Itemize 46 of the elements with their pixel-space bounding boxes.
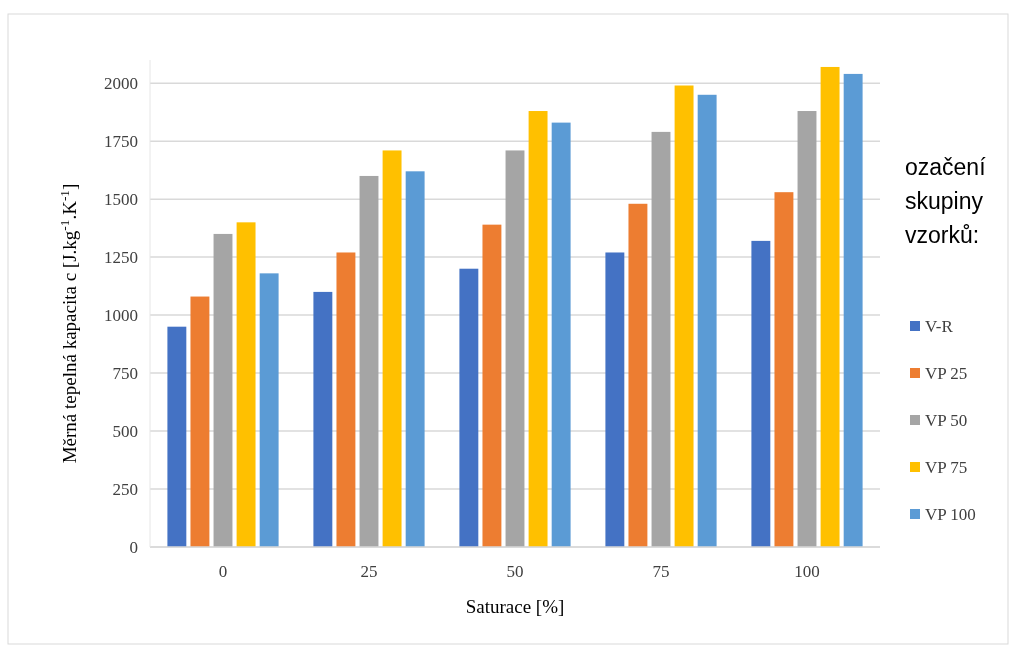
bar [651,131,671,547]
x-tick-label: 75 [652,562,670,581]
bar [259,273,279,547]
legend-label: VP 75 [925,457,968,477]
x-tick-label: 25 [360,562,378,581]
bar [628,203,648,547]
bar [213,233,233,547]
bar [774,192,794,547]
bar [605,252,625,547]
y-tick-label: 0 [129,537,138,557]
y-tick-label: 1000 [104,306,138,326]
legend-title: ozačení skupiny vzorků: [905,154,987,248]
y-tick-label: 1250 [104,248,138,268]
bar [236,222,256,547]
bar [528,111,548,547]
legend-label: VP 25 [925,363,968,383]
bar [382,150,402,547]
legend-label: VP 100 [925,504,976,524]
y-tick-label: 500 [112,422,138,441]
bar [313,291,333,547]
bar [190,296,210,547]
x-axis-title: Saturace [%] [465,596,565,617]
legend-label: VP 50 [925,410,968,430]
bar [167,326,187,547]
bar [405,171,425,547]
x-tick-label: 50 [506,562,524,581]
bar [482,224,502,547]
bar [751,240,771,547]
y-tick-label: 750 [112,364,138,384]
bar [843,73,863,547]
x-tick-label: 0 [218,562,228,581]
bar [359,175,379,547]
y-tick-label: 1750 [104,132,138,152]
bar [797,111,817,547]
bar [697,94,717,547]
bar [505,150,525,547]
y-tick-label: 1500 [104,190,138,210]
bar [459,268,479,547]
legend-label: V-R [925,316,954,336]
bar [820,66,840,547]
y-tick-label: 250 [112,479,138,499]
bar [336,252,356,547]
bar [551,122,571,547]
y-tick-label: 2000 [104,74,138,94]
bar [674,85,694,547]
x-tick-label: 100 [794,562,820,581]
